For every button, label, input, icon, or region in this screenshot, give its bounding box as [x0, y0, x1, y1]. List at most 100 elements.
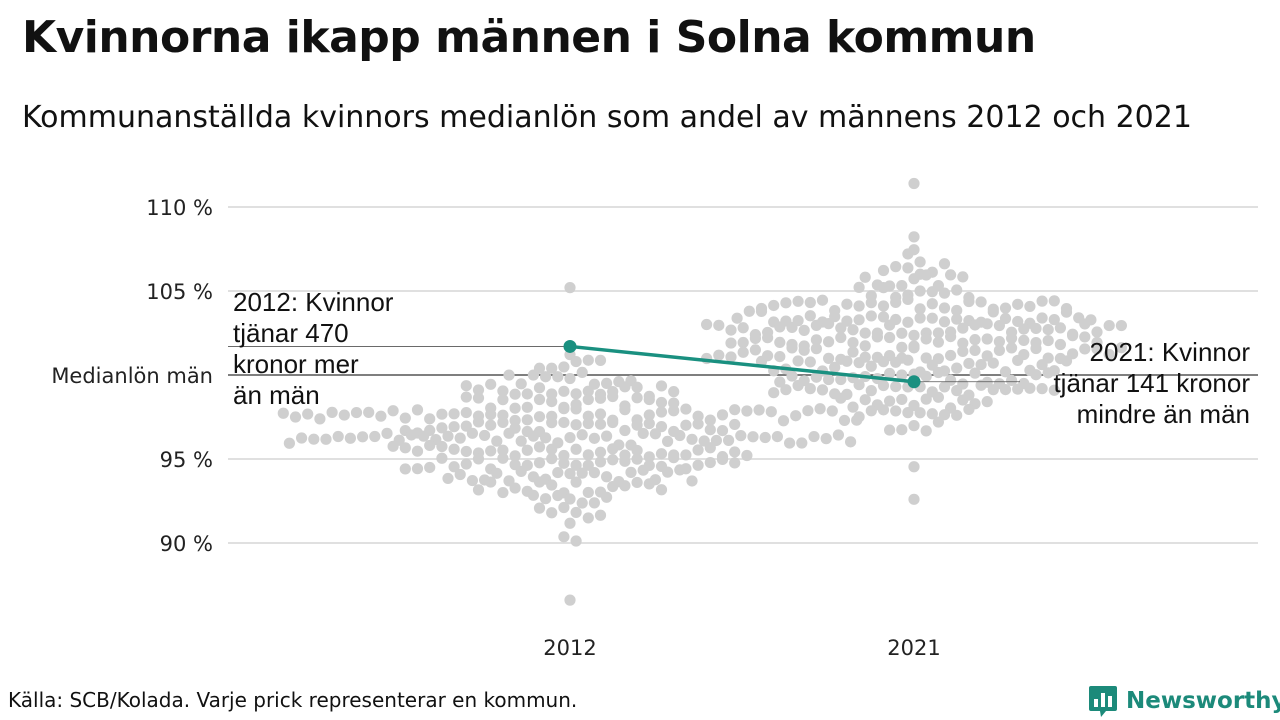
municipality-dot-2021 — [920, 333, 932, 345]
municipality-dot-2021 — [969, 344, 981, 356]
municipality-dot-2012 — [594, 354, 607, 366]
municipality-dot-2021 — [877, 282, 890, 294]
municipality-dot-2012 — [485, 408, 497, 421]
municipality-dot-2021 — [877, 356, 890, 368]
municipality-dot-2012 — [564, 493, 576, 505]
municipality-dot-2012 — [546, 453, 558, 465]
municipality-dot-2021 — [1012, 383, 1024, 395]
municipality-dot-2021 — [853, 281, 865, 293]
municipality-dot-2012 — [777, 415, 790, 427]
municipality-dot-2012 — [387, 405, 399, 417]
municipality-dot-2012 — [552, 466, 564, 479]
municipality-dot-2012 — [625, 466, 637, 478]
y-axis-tick-labels: 90 % 95 % Medianlön män 105 % 110 % — [51, 196, 213, 556]
municipality-dot-2012 — [546, 417, 558, 429]
municipality-dot-2012 — [692, 459, 704, 471]
municipality-dot-2021 — [853, 300, 865, 312]
municipality-dot-2012 — [838, 414, 851, 427]
municipality-dot-2012 — [558, 416, 570, 429]
municipality-dot-2021 — [908, 177, 920, 190]
municipality-dot-2021 — [835, 331, 847, 344]
municipality-dot-2021 — [859, 271, 871, 283]
municipality-dot-2021 — [737, 346, 749, 358]
reference-line-label: Medianlön män — [51, 364, 213, 388]
municipality-dot-2021 — [1018, 334, 1030, 347]
municipality-dot-2021 — [951, 304, 963, 317]
municipality-dot-2021 — [859, 340, 871, 352]
municipality-dot-2021 — [810, 371, 823, 383]
municipality-dot-2021 — [749, 332, 762, 345]
municipality-dot-2021 — [853, 357, 865, 369]
municipality-dot-2012 — [631, 476, 643, 489]
municipality-dot-2012 — [460, 458, 472, 470]
municipality-dot-2021 — [963, 295, 975, 308]
municipality-dot-2021 — [945, 349, 957, 362]
municipality-dot-2012 — [454, 468, 466, 481]
municipality-dot-2012 — [582, 512, 594, 524]
municipality-dot-2021 — [823, 373, 835, 386]
municipality-dot-2021 — [938, 381, 951, 393]
municipality-dot-2012 — [668, 452, 680, 464]
municipality-dot-2021 — [859, 327, 871, 339]
municipality-dot-2012 — [363, 406, 375, 418]
municipality-dot-2021 — [987, 357, 999, 369]
municipality-dot-2012 — [472, 484, 485, 496]
municipality-dot-2012 — [387, 440, 399, 452]
municipality-dot-2021 — [890, 380, 902, 393]
municipality-dot-2021 — [975, 358, 987, 371]
municipality-dot-2021 — [884, 424, 896, 436]
municipality-dot-2012 — [845, 436, 857, 448]
municipality-dot-2012 — [546, 443, 558, 455]
municipality-dot-2012 — [527, 489, 540, 501]
municipality-dot-2021 — [969, 367, 981, 379]
municipality-dot-2012 — [747, 431, 759, 443]
municipality-dot-2012 — [643, 393, 655, 406]
municipality-dot-2012 — [619, 480, 631, 492]
municipality-dot-2012 — [436, 452, 448, 464]
municipality-dot-2021 — [786, 370, 798, 382]
municipality-dot-2012 — [564, 432, 576, 444]
municipality-dot-2012 — [716, 409, 729, 421]
municipality-dot-2021 — [920, 269, 932, 281]
municipality-dot-2012 — [668, 386, 680, 398]
municipality-dot-2021 — [957, 394, 969, 406]
municipality-dot-2012 — [472, 453, 485, 465]
municipality-dot-2012 — [411, 404, 424, 416]
municipality-dot-2012 — [704, 424, 716, 436]
municipality-dot-2012 — [472, 416, 485, 428]
municipality-dot-2012 — [704, 442, 716, 454]
municipality-dot-2012 — [582, 393, 594, 406]
chart-title: Kvinnorna ikapp männen i Solna kommun — [22, 12, 1036, 63]
municipality-dot-2012 — [570, 388, 582, 400]
municipality-dot-2021 — [877, 379, 890, 392]
municipality-dot-2012 — [631, 444, 643, 457]
municipality-dot-2012 — [344, 432, 356, 444]
municipality-dot-2012 — [497, 444, 509, 456]
municipality-dot-2012 — [558, 531, 570, 543]
municipality-dot-2012 — [326, 406, 338, 418]
municipality-dot-2012 — [546, 362, 558, 374]
municipality-dot-2021 — [938, 302, 951, 314]
municipality-dot-2021 — [969, 334, 981, 346]
municipality-dot-2012 — [570, 506, 582, 519]
municipality-dot-2012 — [631, 392, 643, 404]
municipality-dot-2021 — [951, 409, 963, 421]
municipality-dot-2021 — [932, 366, 945, 379]
municipality-dot-2021 — [987, 384, 999, 396]
municipality-dot-2021 — [884, 395, 896, 407]
municipality-dot-2012 — [607, 390, 619, 403]
municipality-dot-2021 — [993, 336, 1006, 348]
municipality-dot-2012 — [784, 437, 796, 449]
municipality-dot-2012 — [576, 467, 588, 479]
municipality-dot-2012 — [466, 427, 478, 439]
municipality-dot-2012 — [601, 471, 613, 483]
municipality-dot-2021 — [884, 331, 896, 344]
municipality-dot-2012 — [637, 427, 649, 440]
municipality-dot-2012 — [704, 414, 716, 426]
municipality-dot-2012 — [302, 408, 314, 420]
municipality-dot-2012 — [491, 467, 503, 479]
municipality-dot-2012 — [570, 476, 582, 488]
municipality-dot-2012 — [808, 430, 820, 443]
solna-highlight — [563, 339, 921, 389]
municipality-dot-2021 — [853, 411, 865, 423]
